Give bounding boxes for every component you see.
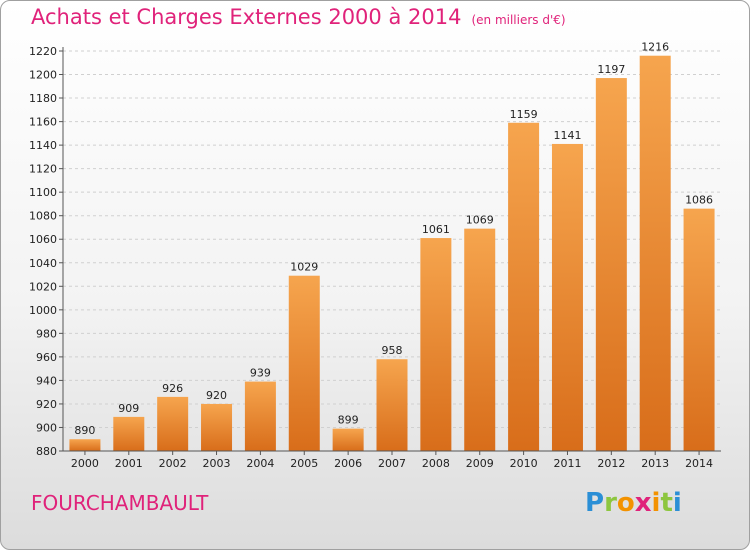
chart-unit: (en milliers d'€) [471,13,566,27]
data-label: 1159 [510,108,538,121]
x-tick-label: 2008 [422,457,450,470]
x-tick-label: 2013 [641,457,669,470]
x-tick-label: 2009 [466,457,494,470]
bar-2002 [157,396,189,451]
x-tick-label: 2007 [378,457,406,470]
data-label: 1216 [641,41,669,54]
y-tick-label: 1040 [29,257,57,270]
data-label: 1029 [290,261,318,274]
y-tick-label: 1200 [29,69,57,82]
x-tick-label: 2004 [246,457,274,470]
bar-2011 [551,143,583,452]
y-axis: 880 900 920 940 960 980 1000 1020 1040 1060 1080 11… [29,45,64,458]
bar-2008 [420,238,452,451]
bar-2000 [69,439,101,451]
x-tick-label: 2010 [510,457,538,470]
logo-letter: t [660,488,673,518]
logo-letter: o [616,488,635,518]
data-label: 1086 [685,194,713,207]
logo-letter: i [651,488,661,518]
logo-letter: r [604,488,617,518]
bar-2009 [464,228,496,451]
bar-2003 [201,403,233,451]
bar-2010 [508,122,540,451]
x-tick-label: 2012 [597,457,625,470]
bar-2014 [683,208,715,451]
commune-name: FOURCHAMBAULT [31,491,209,515]
y-tick-label: 1220 [29,45,57,58]
y-tick-label: 1000 [29,304,57,317]
data-label: 920 [206,389,227,402]
y-tick-label: 1180 [29,92,57,105]
y-tick-label: 1160 [29,116,57,129]
y-tick-label: 1020 [29,280,57,293]
x-tick-label: 2000 [71,457,99,470]
y-tick-label: 1140 [29,139,57,152]
bar-2005 [288,275,320,451]
y-tick-label: 1100 [29,186,57,199]
bar-2006 [332,428,364,451]
x-axis: 2000 2001 2002 2003 2004 2005 2006 2007 2008 2009… [63,450,721,470]
bar-2001 [113,416,145,451]
data-label: 939 [250,367,271,380]
x-tick-label: 2002 [159,457,187,470]
y-tick-label: 900 [36,421,57,434]
data-label: 1197 [597,63,625,76]
data-label: 890 [74,424,95,437]
bar-2004 [244,381,276,451]
y-tick-label: 880 [36,445,57,458]
y-tick-label: 1060 [29,233,57,246]
y-tick-label: 980 [36,327,57,340]
data-label: 909 [118,402,139,415]
x-tick-label: 2006 [334,457,362,470]
data-label: 899 [338,414,359,427]
logo-letter: P [585,488,605,518]
data-label: 1141 [553,129,581,142]
data-label: 926 [162,382,183,395]
chart-title: Achats et Charges Externes 2000 à 2014 [31,5,462,29]
x-tick-label: 2003 [203,457,231,470]
bars: 890 909 926 920 939 1029 899 958 1061 1069 1159 114… [69,41,715,452]
x-tick-label: 2005 [290,457,318,470]
bar-2013 [639,55,671,452]
x-tick-label: 2011 [553,457,581,470]
logo-letter: x [634,488,652,518]
data-label: 1069 [466,214,494,227]
bar-2007 [376,359,408,451]
y-tick-label: 1080 [29,210,57,223]
data-label: 958 [382,344,403,357]
y-tick-label: 960 [36,351,57,364]
x-tick-label: 2014 [685,457,713,470]
x-tick-label: 2001 [115,457,143,470]
proxiti-logo: Proxiti [585,488,682,518]
y-tick-label: 1120 [29,163,57,176]
data-label: 1061 [422,223,450,236]
y-tick-label: 940 [36,374,57,387]
chart-title-block: Achats et Charges Externes 2000 à 2014 (e… [31,5,566,29]
bar-2012 [595,78,627,451]
y-tick-label: 920 [36,398,57,411]
logo-letter: i [672,488,682,518]
